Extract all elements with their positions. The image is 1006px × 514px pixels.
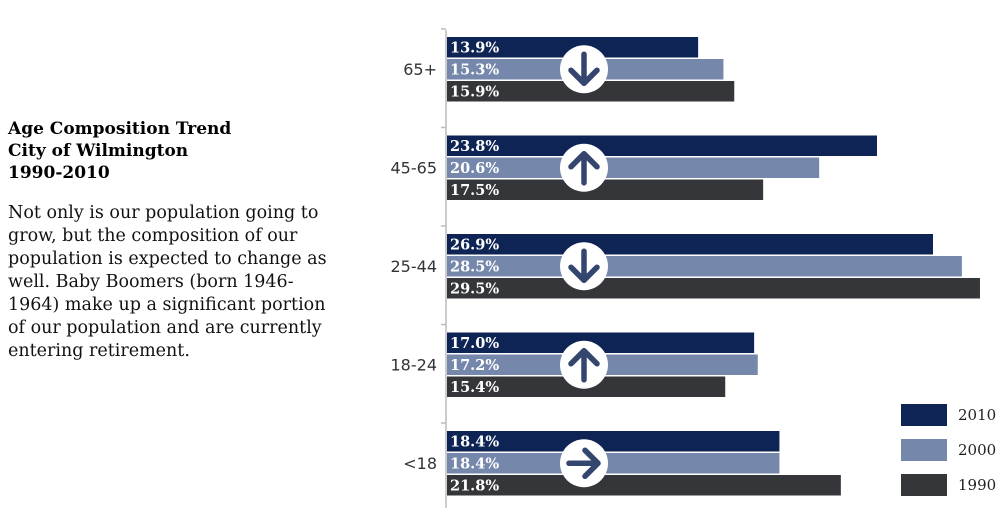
bar-45-65-2000 (447, 157, 820, 178)
up-arrow-icon (568, 348, 600, 383)
bar-label-under-18-1990: 21.8% (450, 477, 499, 494)
chart-description: Not only is our population going to grow… (8, 203, 327, 361)
bar-label-under-18-2000: 18.4% (450, 455, 499, 472)
bar-label-under-18-2010: 18.4% (450, 433, 499, 450)
legend-label-2000: 2000 (958, 441, 996, 459)
up-arrow-icon (568, 151, 600, 186)
bar-under-18-1990 (447, 475, 841, 496)
legend-label-2010: 2010 (958, 406, 996, 424)
bar-label-18-24-2000: 17.2% (450, 357, 499, 374)
chart-title-line-3: 1990-2010 (8, 163, 110, 183)
bar-65-plus-2010 (447, 37, 699, 58)
legend-swatch-2000 (901, 439, 947, 461)
bar-label-18-24-1990: 15.4% (450, 379, 499, 396)
bar-label-25-44-2000: 28.5% (450, 258, 499, 275)
bar-label-18-24-2010: 17.0% (450, 335, 499, 352)
category-label-under-18: <18 (403, 454, 437, 473)
bar-25-44-1990 (447, 278, 980, 299)
bar-label-25-44-1990: 29.5% (450, 280, 499, 297)
legend-swatch-1990 (901, 474, 947, 496)
category-label-25-44: 25-44 (391, 257, 438, 276)
bar-label-65-plus-1990: 15.9% (450, 83, 499, 100)
category-label-45-65: 45-65 (391, 158, 438, 177)
bar-label-45-65-1990: 17.5% (450, 182, 499, 199)
bar-45-65-1990 (447, 179, 764, 200)
right-arrow-icon (566, 447, 601, 479)
bar-45-65-2010 (447, 135, 877, 156)
category-label-18-24: 18-24 (391, 355, 438, 374)
chart-description-panel: Age Composition Trend City of Wilmington… (8, 118, 343, 363)
down-arrow-icon (568, 248, 600, 283)
down-arrow-icon (568, 51, 600, 86)
bar-18-24-2010 (447, 332, 755, 353)
legend-swatch-2010 (901, 404, 947, 426)
bar-label-65-plus-2000: 15.3% (450, 61, 499, 78)
legend-label-1990: 1990 (958, 476, 996, 494)
bar-25-44-2000 (447, 256, 962, 277)
bar-under-18-2000 (447, 453, 780, 474)
bar-under-18-2010 (447, 431, 780, 452)
bar-label-25-44-2010: 26.9% (450, 236, 499, 253)
bar-label-65-plus-2010: 13.9% (450, 39, 499, 56)
bar-label-45-65-2000: 20.6% (450, 160, 499, 177)
category-label-65-plus: 65+ (403, 60, 437, 79)
bar-label-45-65-2010: 23.8% (450, 138, 499, 155)
chart-title-line-2: City of Wilmington (8, 141, 189, 161)
chart-title-line-1: Age Composition Trend (8, 119, 232, 139)
bar-25-44-2010 (447, 234, 933, 255)
